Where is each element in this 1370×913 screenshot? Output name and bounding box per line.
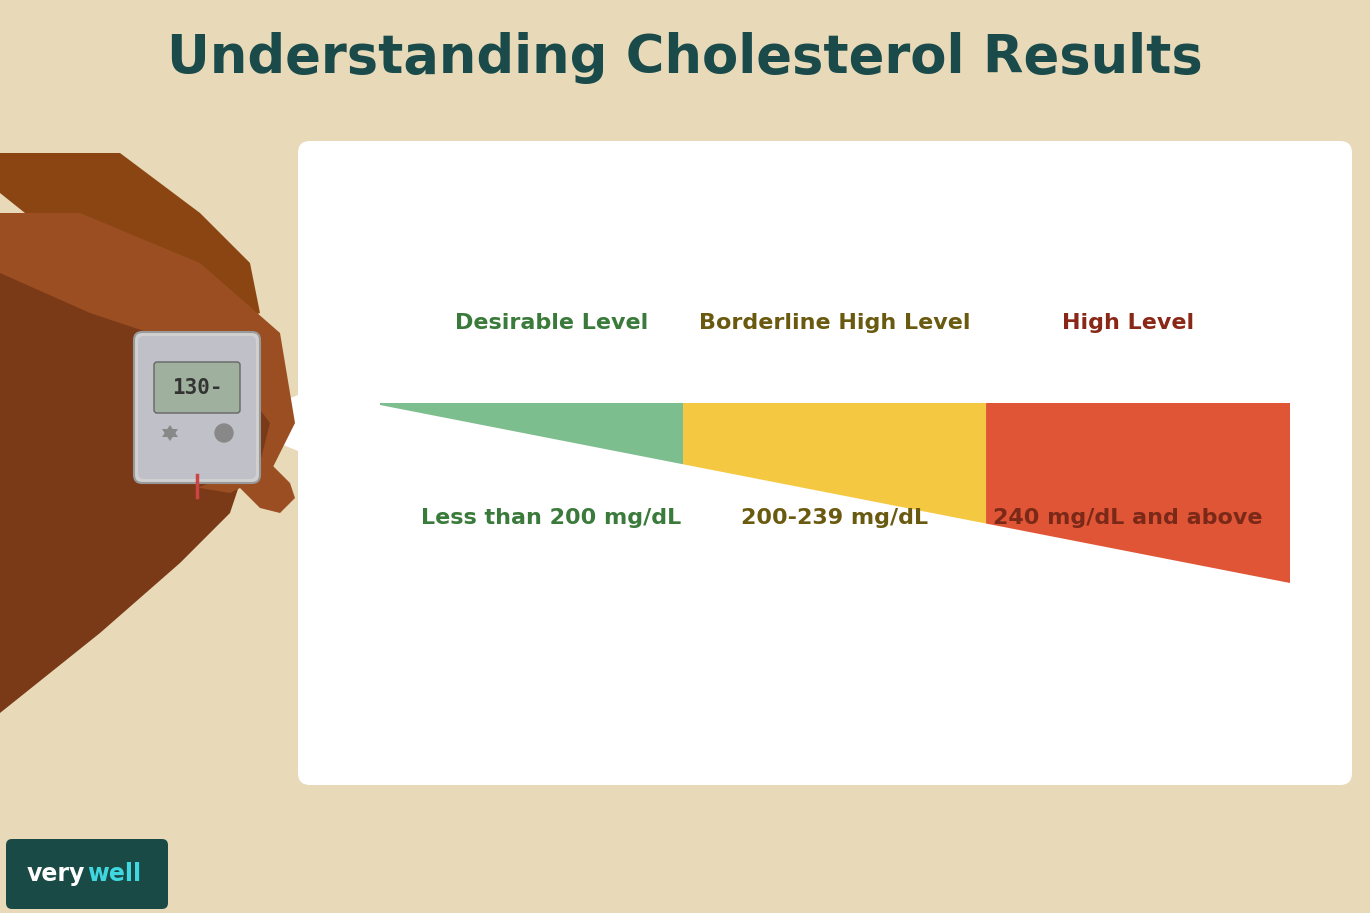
Text: well: well	[88, 862, 141, 886]
FancyBboxPatch shape	[153, 362, 240, 413]
Text: High Level: High Level	[1062, 313, 1195, 333]
Text: Borderline High Level: Borderline High Level	[699, 313, 970, 333]
Polygon shape	[0, 213, 295, 493]
Text: 130-: 130-	[171, 377, 222, 397]
Polygon shape	[986, 403, 1291, 583]
FancyBboxPatch shape	[134, 332, 260, 483]
Text: very: very	[26, 862, 85, 886]
FancyBboxPatch shape	[299, 141, 1352, 785]
Polygon shape	[230, 443, 295, 513]
Polygon shape	[162, 425, 178, 437]
Polygon shape	[379, 403, 684, 465]
Polygon shape	[0, 273, 270, 613]
Polygon shape	[230, 388, 315, 458]
Polygon shape	[0, 153, 260, 333]
Polygon shape	[162, 429, 178, 441]
Polygon shape	[0, 373, 249, 713]
Text: 240 mg/dL and above: 240 mg/dL and above	[993, 508, 1263, 528]
FancyBboxPatch shape	[5, 839, 169, 909]
Text: Understanding Cholesterol Results: Understanding Cholesterol Results	[167, 32, 1203, 84]
Circle shape	[215, 424, 233, 442]
FancyBboxPatch shape	[138, 336, 256, 479]
Text: 200-239 mg/dL: 200-239 mg/dL	[741, 508, 927, 528]
Polygon shape	[684, 403, 986, 523]
Text: Less than 200 mg/dL: Less than 200 mg/dL	[422, 508, 682, 528]
Text: Desirable Level: Desirable Level	[455, 313, 648, 333]
